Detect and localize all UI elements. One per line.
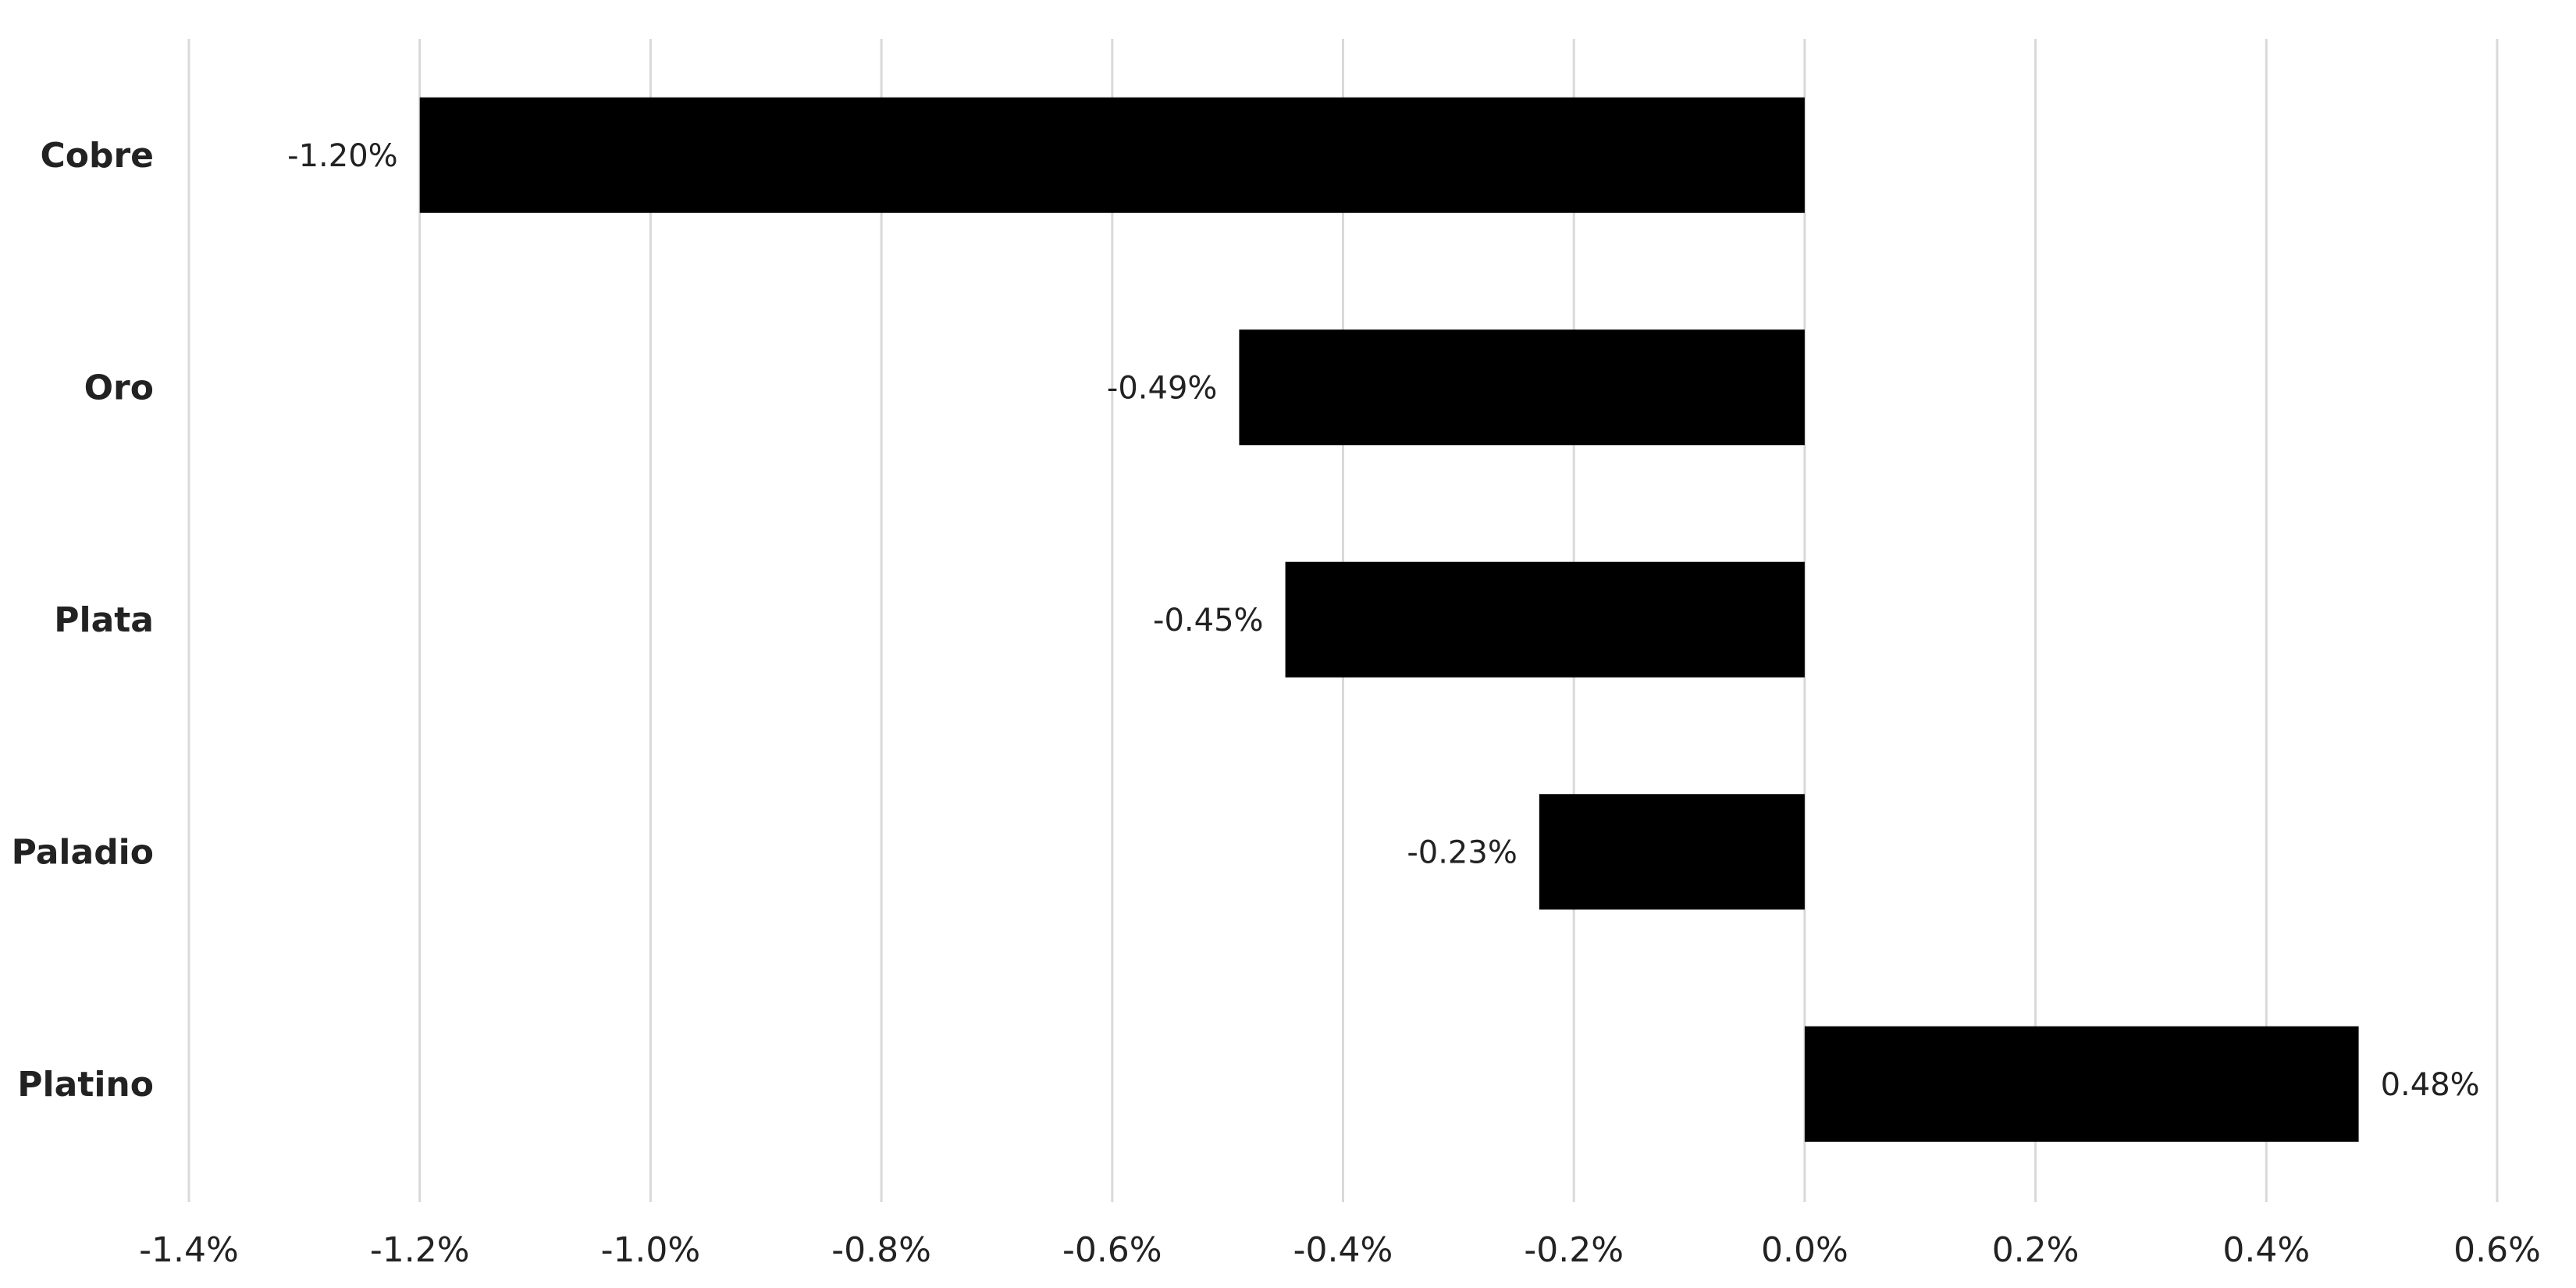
category-label: Paladio: [12, 832, 154, 872]
x-tick-label: 0.4%: [2222, 1230, 2310, 1270]
category-label: Plata: [54, 600, 154, 640]
category-labels: Cobre Oro Plata Paladio Platino: [12, 136, 154, 1105]
x-tick-label: -1.0%: [601, 1230, 701, 1270]
value-label: -0.49%: [1107, 370, 1218, 406]
value-labels: -1.20% -0.49% -0.45% -0.23% 0.48%: [287, 138, 2479, 1103]
bar-plata: [1285, 561, 1805, 678]
value-label: 0.48%: [2381, 1067, 2480, 1103]
x-tick-label: -0.4%: [1293, 1230, 1393, 1270]
x-tick-label: 0.2%: [1992, 1230, 2080, 1270]
x-tick-label: 0.6%: [2453, 1230, 2541, 1270]
x-tick-label: -0.8%: [831, 1230, 931, 1270]
value-label: -0.23%: [1407, 834, 1517, 870]
category-label: Platino: [17, 1065, 154, 1105]
x-tick-label: -0.6%: [1062, 1230, 1162, 1270]
value-label: -0.45%: [1153, 603, 1264, 639]
bar-cobre: [419, 97, 1805, 213]
bar-oro: [1239, 329, 1805, 446]
bars: [419, 97, 2359, 1142]
x-axis-tick-labels: -1.4% -1.2% -1.0% -0.8% -0.6% -0.4% -0.2% 0.0% 0…: [139, 1230, 2541, 1270]
x-tick-label: -1.4%: [139, 1230, 239, 1270]
category-label: Cobre: [40, 136, 154, 176]
category-label: Oro: [84, 368, 154, 407]
value-label: -1.20%: [287, 138, 398, 174]
bar-paladio: [1539, 794, 1805, 910]
x-tick-label: -0.2%: [1524, 1230, 1624, 1270]
x-tick-label: 0.0%: [1761, 1230, 1848, 1270]
bar-platino: [1804, 1026, 2359, 1142]
x-tick-label: -1.2%: [370, 1230, 470, 1270]
